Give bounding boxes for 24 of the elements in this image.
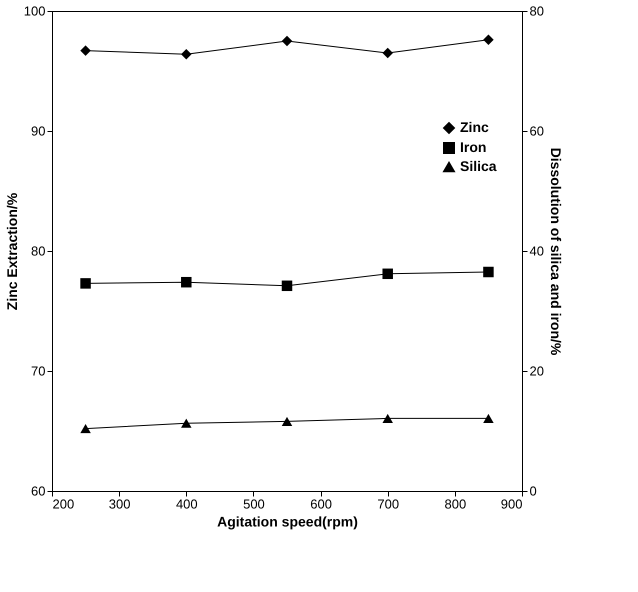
x-tick-label: 500 [243, 496, 265, 512]
y-tick-label: 90 [31, 124, 46, 138]
x-tick-label: 700 [377, 496, 400, 512]
x-tick-label: 900 [500, 496, 522, 512]
y2-tick-label: 0 [530, 484, 537, 498]
legend-label: Zinc [460, 119, 489, 135]
y-tick-label: 80 [31, 244, 46, 258]
y2-tick-label: 40 [530, 244, 544, 258]
x-tick-label: 200 [52, 496, 74, 512]
y2-tick-label: 80 [530, 4, 544, 18]
x-tick-label: 300 [108, 496, 130, 512]
y-tick-label: 60 [31, 484, 46, 498]
y2-tick-label: 20 [530, 364, 544, 378]
y2-axis-title: Dissolution of silica and iron/% [548, 148, 564, 356]
x-tick-label: 400 [176, 496, 198, 512]
legend-label: Silica [460, 158, 497, 174]
x-axis-title: Agitation speed(rpm) [217, 514, 358, 530]
y-tick-label: 70 [31, 364, 46, 378]
x-tick-label: 800 [444, 496, 466, 512]
y-tick-label: 100 [24, 4, 46, 18]
legend-label: Iron [460, 139, 486, 155]
y2-tick-label: 60 [530, 124, 544, 138]
x-tick-label: 600 [310, 496, 332, 512]
y-axis-title: Zinc Extraction/% [4, 192, 20, 310]
